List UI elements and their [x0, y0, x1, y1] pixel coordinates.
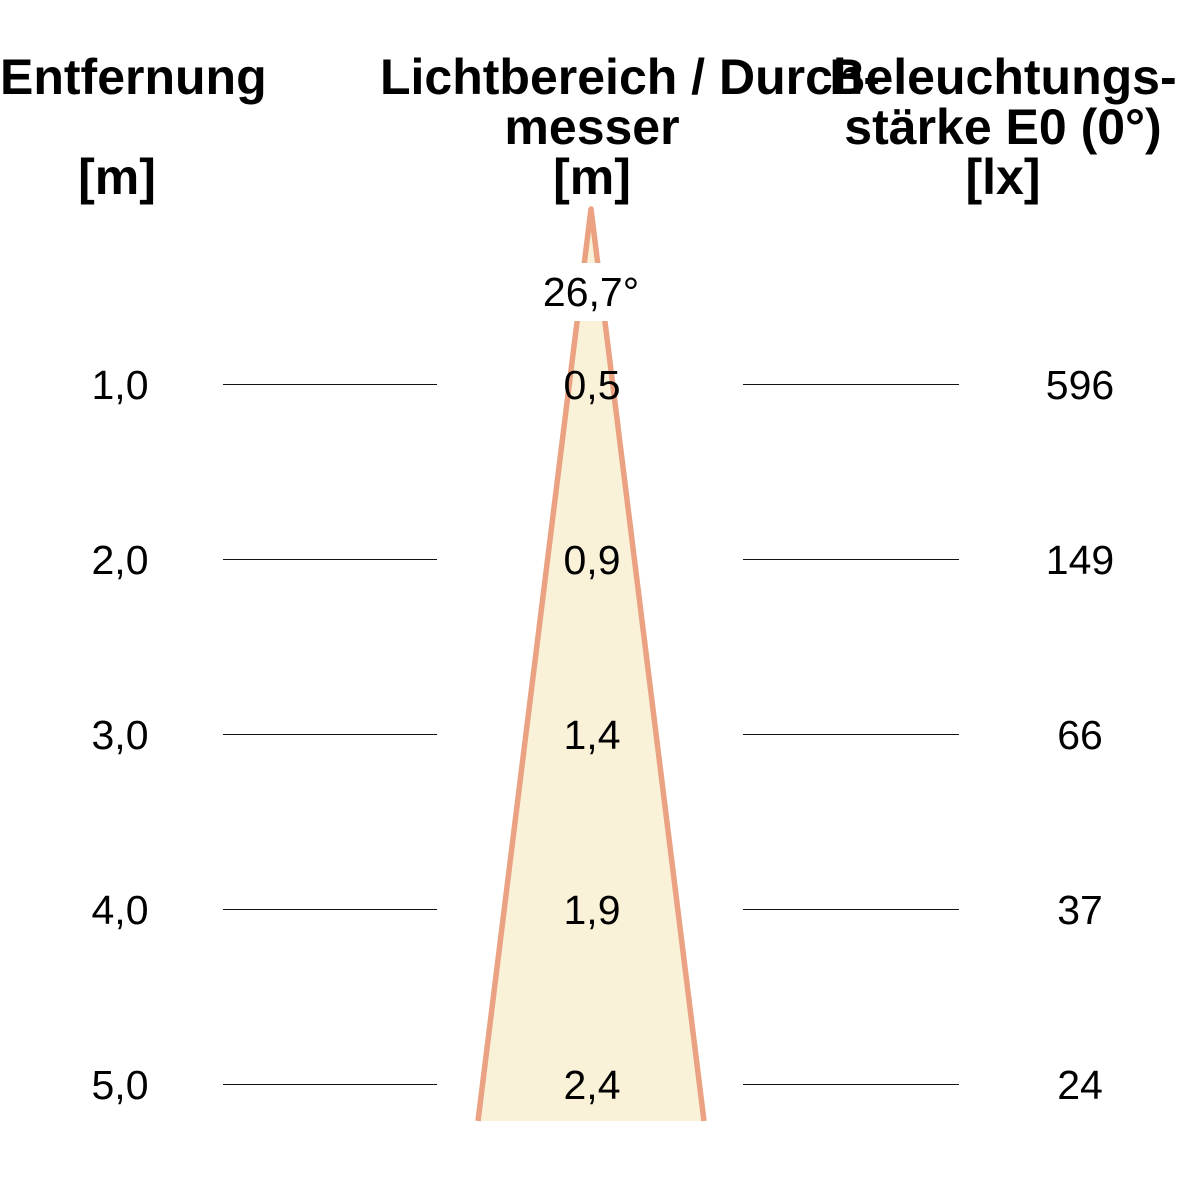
- header-diameter-unit: [m]: [553, 149, 631, 205]
- distance-value: 1,0: [91, 362, 149, 408]
- row-line-left: [223, 734, 437, 735]
- row-line-left: [223, 909, 437, 910]
- distance-value: 4,0: [91, 887, 149, 933]
- header-diameter-title-line1: Lichtbereich / Durch-: [380, 49, 881, 105]
- row-line-left: [223, 1084, 437, 1085]
- row-line-right: [743, 734, 959, 735]
- illuminance-value: 66: [1057, 712, 1103, 758]
- header-illuminance-title-line1: Beleuchtungs-: [829, 49, 1177, 105]
- distance-value: 3,0: [91, 712, 149, 758]
- illuminance-value: 596: [1045, 362, 1115, 408]
- diameter-value: 2,4: [563, 1062, 621, 1108]
- illuminance-value: 37: [1057, 887, 1103, 933]
- diameter-value: 0,9: [563, 537, 621, 583]
- row-line-left: [223, 559, 437, 560]
- header-illuminance-title-line2: stärke E0 (0°): [844, 99, 1162, 155]
- header-distance-unit: [m]: [78, 149, 156, 205]
- header-distance-title: Entfernung: [0, 49, 267, 105]
- distance-value: 2,0: [91, 537, 149, 583]
- row-line-right: [743, 909, 959, 910]
- diameter-value: 1,4: [563, 712, 621, 758]
- light-cone-shape: [475, 206, 707, 1122]
- illuminance-value: 149: [1045, 537, 1115, 583]
- diameter-value: 1,9: [563, 887, 621, 933]
- header-diameter-title-line2: messer: [504, 99, 680, 155]
- header-illuminance-column: Beleuchtungs- stärke E0 (0°) [lx]: [820, 52, 1182, 202]
- header-spacer: [0, 102, 234, 152]
- beam-angle-label: 26,7°: [511, 263, 671, 321]
- row-line-right: [743, 384, 959, 385]
- row-line-right: [743, 559, 959, 560]
- distance-value: 5,0: [91, 1062, 149, 1108]
- diameter-value: 0,5: [563, 362, 621, 408]
- header-distance-column: Entfernung [m]: [0, 49, 267, 205]
- header-diameter-column: Lichtbereich / Durch- messer [m]: [380, 49, 881, 205]
- row-line-right: [743, 1084, 959, 1085]
- row-line-left: [223, 384, 437, 385]
- header-illuminance-unit: [lx]: [965, 149, 1041, 205]
- illuminance-value: 24: [1057, 1062, 1103, 1108]
